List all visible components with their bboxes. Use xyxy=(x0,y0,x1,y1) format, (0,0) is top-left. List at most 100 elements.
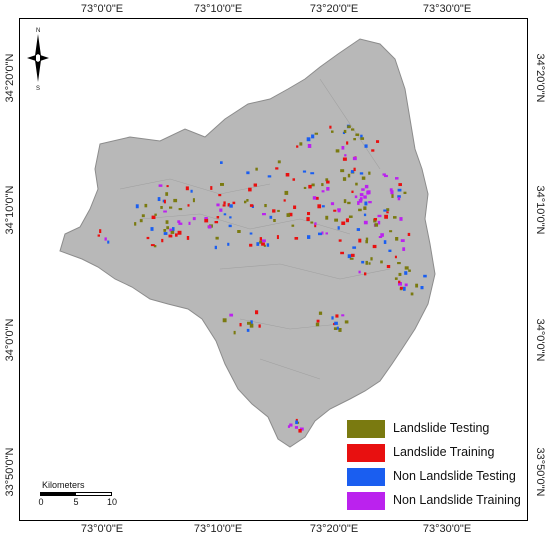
sample-point xyxy=(400,239,405,243)
sample-point xyxy=(398,282,402,286)
sample-point xyxy=(343,199,347,204)
sample-point xyxy=(173,198,178,203)
sample-point xyxy=(314,223,317,228)
sample-point xyxy=(355,133,360,136)
sample-point xyxy=(341,314,345,317)
sample-point xyxy=(334,321,338,325)
sample-point xyxy=(388,249,392,252)
sample-point xyxy=(104,237,107,241)
sample-point xyxy=(315,322,320,327)
sample-point xyxy=(341,146,345,150)
sample-point xyxy=(294,426,299,429)
sample-point xyxy=(214,221,219,224)
sample-point xyxy=(307,235,311,239)
sample-point xyxy=(410,292,414,296)
sample-point xyxy=(255,167,258,171)
sample-point xyxy=(307,212,311,216)
sample-points xyxy=(97,124,427,433)
south-label: S xyxy=(36,86,40,90)
sample-point xyxy=(352,246,357,249)
sample-point xyxy=(296,145,299,148)
sample-point xyxy=(259,240,263,244)
sample-point xyxy=(370,257,373,261)
sample-point xyxy=(329,125,332,129)
sample-point xyxy=(306,217,310,222)
sample-point xyxy=(389,188,393,192)
sample-point xyxy=(353,138,356,141)
sample-point xyxy=(276,235,279,240)
legend-swatch xyxy=(347,420,385,438)
sample-point xyxy=(377,214,382,218)
sample-point xyxy=(321,231,324,235)
sample-point xyxy=(398,280,401,284)
sample-point xyxy=(308,184,312,189)
sample-point xyxy=(219,208,223,212)
sample-point xyxy=(376,140,380,143)
sample-point xyxy=(391,194,394,198)
sample-point xyxy=(232,201,236,205)
sample-point xyxy=(363,195,367,199)
sample-point xyxy=(229,216,232,219)
sample-point xyxy=(150,244,155,247)
sample-point xyxy=(325,215,329,220)
sample-point xyxy=(300,427,304,431)
sample-point xyxy=(277,209,280,212)
sample-point xyxy=(186,236,190,240)
sample-point xyxy=(250,320,253,324)
north-arrow-icon: N S xyxy=(27,24,49,92)
legend-label: Non Landslide Testing xyxy=(393,469,516,483)
sample-point xyxy=(404,266,409,270)
sample-point xyxy=(361,188,365,191)
sample-point xyxy=(170,230,175,234)
sample-point xyxy=(351,128,355,131)
sample-point xyxy=(192,217,196,221)
lon-label-bottom: 73°0'0"E xyxy=(80,523,124,535)
scale-bar-graphic xyxy=(40,492,112,496)
sample-point xyxy=(289,423,293,427)
sample-point xyxy=(377,220,381,225)
lat-label-left: 34°10'0"N xyxy=(4,185,16,235)
legend-swatch xyxy=(347,492,385,510)
sample-point xyxy=(229,313,234,317)
sample-point xyxy=(222,204,226,207)
sample-point xyxy=(163,199,166,204)
sample-point xyxy=(220,183,224,186)
sample-point xyxy=(403,286,406,291)
sample-point xyxy=(259,237,263,241)
sample-point xyxy=(160,206,163,209)
sample-point xyxy=(99,229,102,234)
sample-point xyxy=(292,178,296,181)
sample-point xyxy=(298,429,302,433)
sample-point xyxy=(239,323,242,327)
sample-point xyxy=(357,201,360,205)
sample-point xyxy=(228,224,232,228)
sample-point xyxy=(395,237,399,241)
sample-point xyxy=(294,237,299,240)
sample-point xyxy=(365,260,368,265)
sample-point xyxy=(347,254,352,259)
sample-point xyxy=(386,265,391,269)
sample-point xyxy=(386,211,389,214)
sample-point xyxy=(359,197,363,201)
sample-point xyxy=(151,215,156,220)
sample-point xyxy=(284,190,289,195)
sample-point xyxy=(359,193,364,197)
sample-point xyxy=(360,137,365,140)
lon-label-bottom: 73°10'0"E xyxy=(193,523,243,535)
sample-point xyxy=(368,262,371,265)
sample-point xyxy=(397,195,401,198)
sample-point xyxy=(340,251,345,255)
sample-point xyxy=(165,220,169,224)
sample-point xyxy=(420,286,424,290)
sample-point xyxy=(372,244,377,249)
sample-point xyxy=(347,125,351,129)
sample-point xyxy=(403,191,407,195)
sample-point xyxy=(317,204,322,209)
sample-point xyxy=(364,201,368,206)
sample-point xyxy=(394,255,397,259)
sample-point xyxy=(169,206,173,209)
sample-point xyxy=(371,149,375,152)
sample-point xyxy=(306,137,311,142)
sample-point xyxy=(190,189,193,193)
sample-point xyxy=(384,214,388,219)
